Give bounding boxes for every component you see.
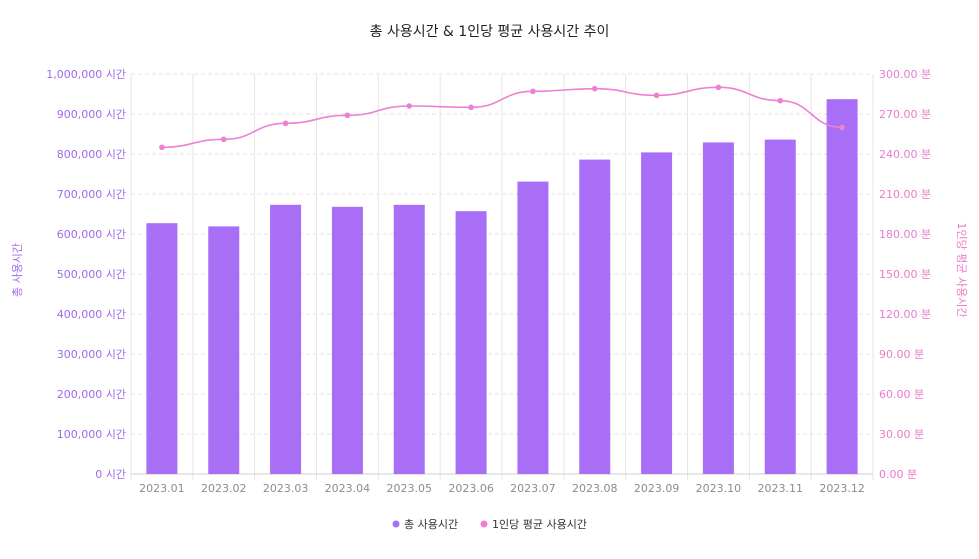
bar-total-usage — [579, 159, 611, 474]
line-avg-usage — [161, 86, 843, 149]
line-point-avg-usage — [282, 120, 289, 127]
bar-total-usage — [455, 211, 487, 474]
x-tick-label: 2023.06 — [448, 482, 494, 495]
line-point-avg-usage — [715, 84, 722, 91]
legend-label-avg-usage: 1인당 평균 사용시간 — [492, 518, 587, 531]
line-point-avg-usage — [591, 85, 598, 92]
y2-tick-label-right: 300.00 분 — [879, 68, 931, 81]
bar-total-usage — [270, 204, 302, 475]
y-tick-label-left: 0 시간 — [95, 468, 126, 481]
y-axis-title: 총 사용시간 — [11, 243, 24, 297]
line-point-avg-usage — [839, 124, 845, 131]
bar-total-usage — [208, 226, 240, 474]
x-tick-label: 2023.11 — [758, 482, 804, 495]
line-point-avg-usage — [530, 88, 536, 95]
legend-label-total-usage: 총 사용시간 — [404, 518, 458, 531]
y-tick-label-left: 700,000 시간 — [57, 188, 126, 201]
x-tick-label: 2023.01 — [139, 482, 185, 495]
y2-tick-label-right: 0.00 분 — [879, 468, 917, 481]
y2-tick-label-right: 180.00 분 — [879, 228, 931, 241]
bar-total-usage — [517, 181, 549, 474]
x-tick-label: 2023.10 — [696, 482, 742, 495]
y-tick-label-left: 300,000 시간 — [57, 348, 126, 361]
y-tick-label-left: 800,000 시간 — [57, 148, 126, 161]
legend-marker-total-usage — [392, 520, 400, 528]
line-point-avg-usage — [406, 103, 413, 109]
bar-total-usage — [393, 204, 425, 475]
y2-tick-label-right: 150.00 분 — [879, 268, 931, 281]
bar-total-usage — [764, 139, 796, 474]
y2-tick-label-right: 30.00 분 — [879, 428, 924, 441]
bar-total-usage — [146, 223, 178, 474]
x-tick-label: 2023.12 — [819, 482, 865, 495]
x-tick-label: 2023.04 — [325, 482, 371, 495]
y-tick-label-left: 1,000,000 시간 — [46, 68, 126, 81]
bar-total-usage — [641, 152, 673, 474]
bar-total-usage — [331, 206, 363, 475]
line-point-avg-usage — [159, 144, 165, 151]
y-tick-label-left: 100,000 시간 — [57, 428, 126, 441]
y-tick-label-left: 500,000 시간 — [57, 268, 126, 281]
x-tick-label: 2023.05 — [387, 482, 433, 495]
x-tick-label: 2023.07 — [510, 482, 556, 495]
x-tick-label: 2023.02 — [201, 482, 247, 495]
y2-tick-label-right: 60.00 분 — [879, 388, 924, 401]
line-point-avg-usage — [220, 136, 227, 143]
x-tick-label: 2023.03 — [263, 482, 309, 495]
legend-marker-avg-usage — [480, 520, 488, 528]
y2-axis-title: 1인당 평균 사용시간 — [955, 223, 968, 318]
bar-total-usage — [702, 142, 734, 474]
y-tick-label-left: 900,000 시간 — [57, 108, 126, 121]
y2-tick-label-right: 240.00 분 — [879, 148, 931, 161]
bar-total-usage — [826, 99, 858, 474]
line-point-avg-usage — [653, 92, 660, 99]
chart-title: 총 사용시간 & 1인당 평균 사용시간 추이 — [370, 24, 610, 40]
line-point-avg-usage — [777, 97, 784, 104]
x-tick-label: 2023.08 — [572, 482, 618, 495]
y-tick-label-left: 400,000 시간 — [57, 308, 126, 321]
y-tick-label-left: 200,000 시간 — [57, 388, 126, 401]
y-tick-label-left: 600,000 시간 — [57, 228, 126, 241]
y2-tick-label-right: 120.00 분 — [879, 308, 931, 321]
line-point-avg-usage — [344, 112, 351, 119]
y2-tick-label-right: 210.00 분 — [879, 188, 931, 201]
line-point-avg-usage — [468, 104, 474, 111]
x-tick-label: 2023.09 — [634, 482, 680, 495]
y2-tick-label-right: 270.00 분 — [879, 108, 931, 121]
y2-tick-label-right: 90.00 분 — [879, 348, 924, 361]
